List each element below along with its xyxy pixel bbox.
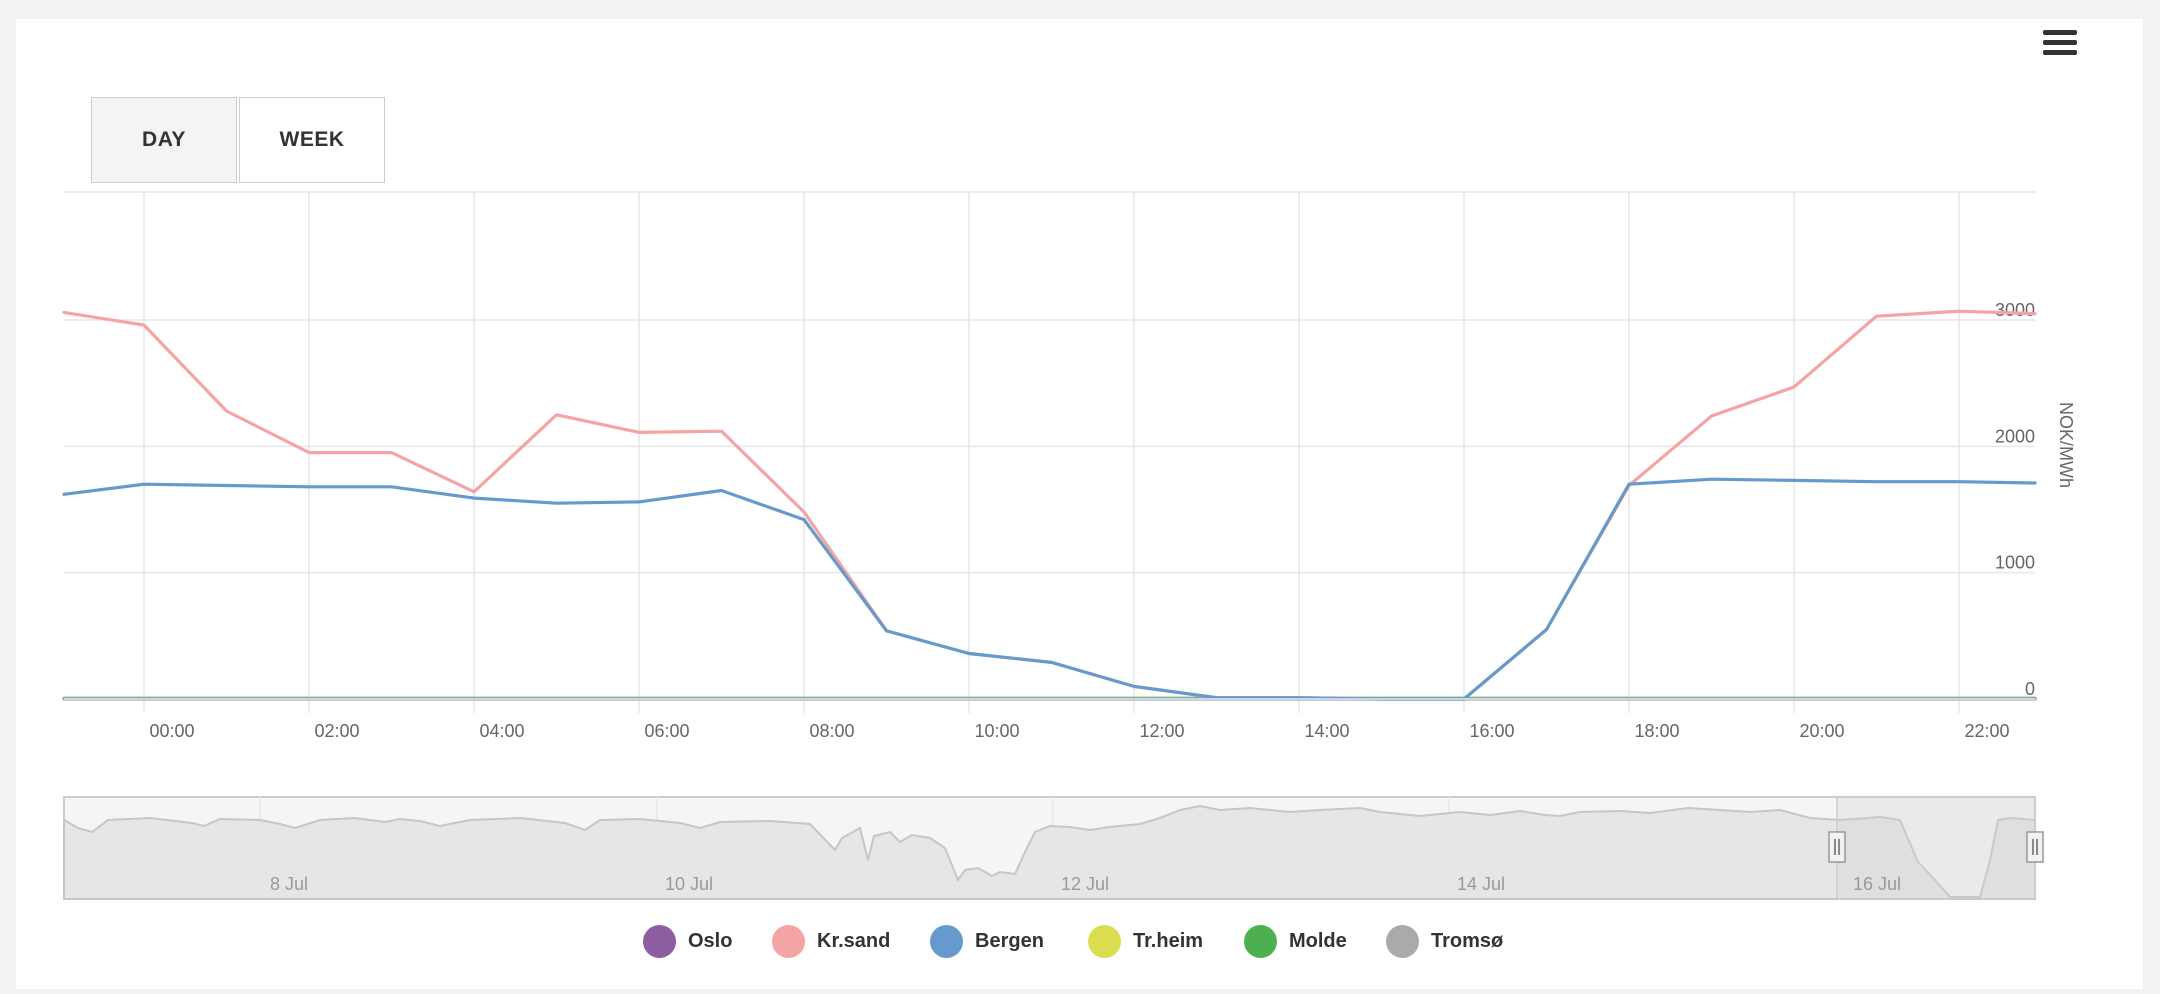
navigator-date-labels: 8 Jul 10 Jul 12 Jul 14 Jul 16 Jul [270,874,1901,894]
legend-color-dot [643,924,676,958]
legend-color-dot [930,924,963,958]
navigator-selected-range [1836,796,2036,900]
y-axis-tick-label: 1000 [1995,553,2035,573]
x-axis-tick-label: 08:00 [809,721,854,741]
legend-item-molde[interactable]: Molde [1244,920,1347,962]
range-selector: DAY WEEK [91,97,385,183]
navigator-date-label: 14 Jul [1457,874,1505,894]
range-week-button[interactable]: WEEK [239,97,385,183]
x-axis-tick-label: 16:00 [1469,721,1514,741]
navigator-date-label: 8 Jul [270,874,308,894]
navigator-date-label: 16 Jul [1853,874,1901,894]
legend-color-dot [1386,924,1419,958]
legend-label: Bergen [975,929,1044,952]
legend-item-trheim[interactable]: Tr.heim [1088,920,1203,962]
y-axis-title: NOK/MWh [2056,402,2076,488]
legend-label: Tromsø [1431,929,1504,952]
x-axis-tick-label: 00:00 [149,721,194,741]
x-axis-tick-label: 14:00 [1304,721,1349,741]
legend-item-krsand[interactable]: Kr.sand [772,920,890,962]
y-axis-tick-label: 2000 [1995,426,2035,446]
series-line-krsand [62,309,2037,701]
navigator-date-label: 10 Jul [665,874,713,894]
navigator-left-handle[interactable] [1828,831,1846,863]
x-axis-tick-label: 10:00 [974,721,1019,741]
legend-item-oslo[interactable]: Oslo [643,920,732,962]
series-lines [62,309,2037,701]
y-axis-tick-label: 0 [2025,679,2035,699]
x-axis-tick-label: 06:00 [644,721,689,741]
legend-label: Kr.sand [817,929,891,952]
legend-color-dot [1244,924,1277,958]
hamburger-menu-icon[interactable] [2040,26,2080,60]
y-axis-tick-label: 3000 [1995,300,2035,320]
navigator-right-handle[interactable] [2026,831,2044,863]
legend-item-troms[interactable]: Tromsø [1386,920,1503,962]
horizontal-gridlines [64,191,2035,700]
legend: Oslo Kr.sand Bergen Tr.heim Molde Tromsø [0,920,2160,962]
legend-label: Oslo [688,929,733,952]
x-axis-tick-label: 18:00 [1634,721,1679,741]
legend-color-dot [772,924,805,958]
legend-label: Molde [1289,929,1347,952]
range-day-button[interactable]: DAY [91,97,237,183]
x-axis-tick-label: 02:00 [314,721,359,741]
legend-label: Tr.heim [1133,929,1204,952]
legend-color-dot [1088,924,1121,958]
x-axis-tick-label: 22:00 [1964,721,2009,741]
series-line-bergen [62,477,2037,701]
navigator-date-label: 12 Jul [1061,874,1109,894]
vertical-gridlines [143,192,1960,713]
x-axis-tick-label: 12:00 [1139,721,1184,741]
x-axis-tick-label: 20:00 [1799,721,1844,741]
x-axis-tick-label: 04:00 [479,721,524,741]
y-axis-tick-labels: 0 1000 2000 3000 [1995,300,2035,699]
navigator[interactable]: 8 Jul 10 Jul 12 Jul 14 Jul 16 Jul [63,796,2044,900]
navigator-series-area [63,804,2036,900]
legend-item-bergen[interactable]: Bergen [930,920,1044,962]
x-axis-tick-labels: 00:00 02:00 04:00 06:00 08:00 10:00 12:00 14:00… [149,721,2009,741]
